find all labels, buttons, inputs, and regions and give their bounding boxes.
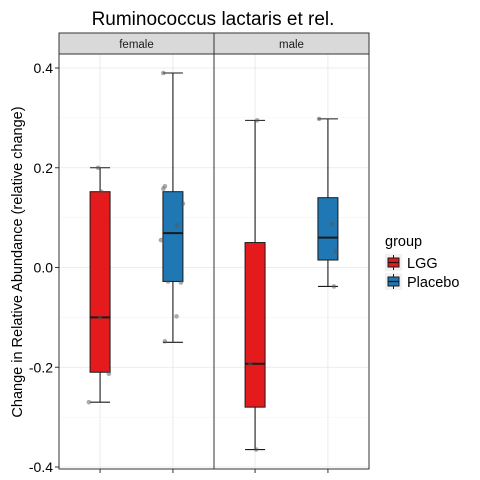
data-point: [165, 279, 171, 284]
box-female-lgg: [89, 167, 111, 403]
facet-panel-female: female: [58, 32, 215, 469]
data-point: [97, 315, 103, 320]
y-tick-label: 0.0: [34, 260, 54, 276]
data-point: [254, 118, 260, 123]
data-point: [158, 237, 164, 243]
y-axis-label: Change in Relative Abundance (relative c…: [10, 106, 26, 417]
legend: group LGG Placebo: [385, 234, 459, 291]
data-point: [178, 280, 184, 285]
panel-background: [59, 54, 214, 469]
iqr-box: [89, 191, 111, 373]
box-male-placebo: [317, 118, 339, 288]
iqr-box: [317, 197, 339, 261]
data-point: [180, 201, 186, 206]
data-point: [161, 186, 166, 191]
data-point: [331, 284, 337, 289]
data-point: [329, 221, 335, 227]
facet-panel-male: male: [213, 32, 370, 469]
panel-background: [214, 54, 369, 469]
data-point: [316, 116, 322, 122]
data-point: [95, 165, 101, 171]
legend-label: LGG: [407, 256, 438, 272]
y-tick-label: 0.4: [34, 60, 54, 76]
chart-title: Ruminococcus lactaris et rel.: [92, 9, 335, 30]
box-female-placebo: [162, 72, 184, 343]
data-point: [86, 399, 92, 405]
facet-strip-label: male: [279, 39, 304, 51]
y-tick-label: 0.2: [34, 160, 54, 176]
legend-entry-lgg: LGG: [385, 254, 438, 272]
legend-title: group: [385, 234, 422, 250]
data-point: [174, 222, 180, 228]
y-tick-label: -0.4: [29, 459, 53, 475]
panel-border: [213, 53, 370, 470]
legend-entry-placebo: Placebo: [385, 273, 459, 291]
data-point: [161, 70, 166, 76]
data-point: [98, 189, 104, 194]
legend-label: Placebo: [407, 275, 459, 291]
iqr-box: [244, 242, 266, 408]
iqr-box: [162, 191, 184, 282]
data-point: [333, 248, 339, 254]
data-point: [247, 361, 253, 367]
data-point: [253, 447, 259, 452]
facet-strip-label: female: [119, 39, 154, 51]
plot-area: female male -0.4 -0.2 0.0 0.2 0.4: [29, 32, 370, 475]
data-point: [106, 371, 112, 377]
y-tick-label: -0.2: [29, 359, 53, 375]
data-point: [162, 339, 168, 344]
data-point: [174, 314, 179, 319]
